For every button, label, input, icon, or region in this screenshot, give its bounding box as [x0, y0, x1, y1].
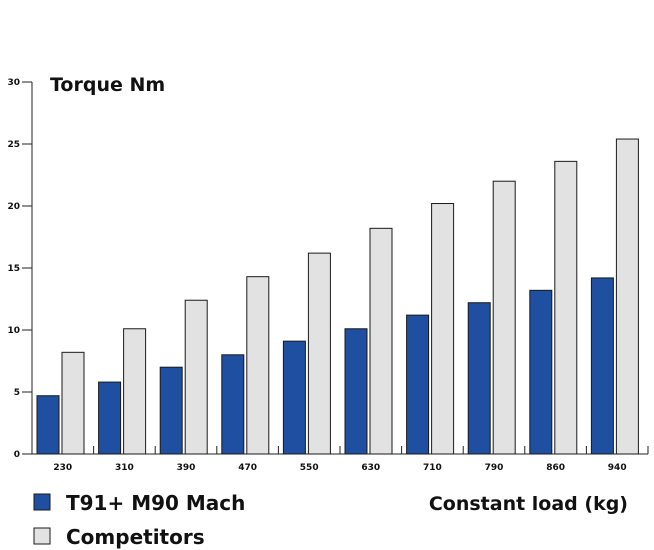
bar-competitors [492, 180, 516, 455]
bar-competitors [431, 203, 455, 455]
x-tick-label: 630 [361, 463, 380, 473]
bar-t91-m90-mach [98, 381, 122, 455]
bar-t91-m90-mach [344, 328, 368, 455]
bar-competitors [615, 138, 639, 455]
y-tick-label: 15 [7, 264, 20, 274]
bar-competitors [123, 328, 147, 455]
bar-competitors [307, 252, 331, 455]
x-axis-title: Constant load (kg) [429, 493, 628, 515]
x-tick-label: 710 [423, 463, 442, 473]
bar-t91-m90-mach [529, 289, 553, 455]
bar-t91-m90-mach [159, 366, 183, 455]
bar-t91-m90-mach [406, 314, 430, 455]
bar-competitors [554, 160, 578, 455]
legend-label-series-1: T91+ M90 Mach [66, 491, 245, 515]
legend-swatch-series-1 [33, 493, 51, 511]
x-tick-label: 230 [53, 463, 72, 473]
y-tick-label: 10 [7, 326, 20, 336]
bar-t91-m90-mach [590, 277, 614, 455]
bar-t91-m90-mach [36, 395, 60, 455]
bar-t91-m90-mach [282, 340, 306, 455]
bar-t91-m90-mach [467, 302, 491, 455]
x-tick-label: 940 [608, 463, 627, 473]
x-tick-label: 790 [485, 463, 504, 473]
bar-competitors [61, 351, 85, 455]
bar-competitors [246, 276, 270, 455]
y-axis-title: Torque Nm [50, 74, 165, 96]
legend-label-series-2: Competitors [66, 525, 205, 549]
x-tick-label: 390 [177, 463, 196, 473]
y-tick-label: 0 [14, 450, 20, 460]
bar-t91-m90-mach [221, 354, 245, 455]
y-axis: 0 5 10 15 20 25 30 [7, 78, 33, 460]
legend: T91+ M90 Mach Competitors [33, 491, 245, 549]
x-tick-label: 470 [238, 463, 257, 473]
y-tick-label: 30 [7, 78, 20, 88]
legend-swatch-series-2 [33, 527, 51, 545]
bar-competitors [369, 227, 393, 455]
x-tick-label: 860 [546, 463, 565, 473]
y-tick-label: 5 [14, 388, 20, 398]
bars [36, 138, 639, 455]
bar-competitors [184, 299, 208, 455]
x-tick-label: 310 [115, 463, 134, 473]
x-tick-label: 550 [300, 463, 319, 473]
y-tick-label: 25 [7, 140, 20, 150]
y-tick-label: 20 [7, 202, 20, 212]
